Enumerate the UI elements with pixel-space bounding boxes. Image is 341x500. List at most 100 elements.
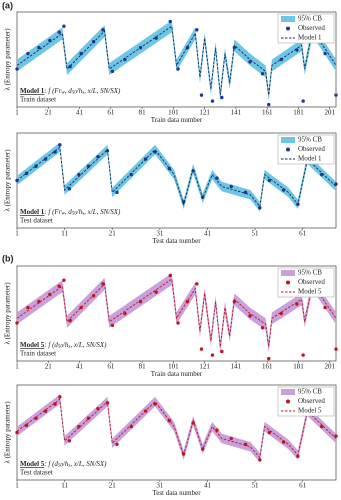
observed-point: [86, 416, 91, 420]
observed-point: [229, 184, 233, 189]
x-axis-title: Test data number: [152, 489, 201, 497]
x-tick-label: 161: [262, 363, 273, 371]
observed-point: [296, 454, 300, 458]
x-tick-label: 121: [199, 109, 210, 117]
observed-point: [37, 299, 41, 304]
legend-label: Model 5: [298, 288, 322, 296]
observed-point: [43, 409, 48, 413]
x-tick-label: 1: [15, 363, 19, 371]
observed-point: [110, 323, 115, 328]
observed-point: [267, 102, 271, 107]
x-tick-label: 81: [139, 109, 147, 117]
observed-point: [34, 416, 38, 420]
observed-point: [57, 30, 61, 34]
formula-part: , x/L, SN/SX): [84, 208, 121, 216]
formula-part: , x/L, SN/SX): [70, 341, 107, 349]
observed-point: [334, 347, 338, 351]
confidence-band: [17, 273, 336, 353]
observed-point: [267, 356, 271, 361]
observed-point: [110, 69, 115, 74]
y-axis-title: λ (Entropy parameter): [4, 401, 12, 464]
x-tick-label: 101: [168, 363, 179, 371]
formula-part: /h: [76, 87, 83, 95]
observed-point: [220, 95, 224, 100]
model-annotation: Model 1: f (Frw, d50/hs, x/L, SN/SX): [20, 87, 121, 96]
formula-part: 50: [72, 91, 78, 96]
x-tick-label: 201: [324, 363, 335, 371]
model-name: Model 5: [20, 341, 45, 349]
observed-point: [195, 28, 199, 32]
observed-point: [334, 182, 338, 186]
observed-point: [334, 434, 338, 438]
x-tick-label: 1: [15, 482, 19, 490]
observed-point: [43, 157, 48, 161]
legend-swatch: [281, 137, 295, 143]
formula-part: s: [68, 464, 70, 469]
y-axis-title: λ (Entropy parameter): [4, 282, 12, 345]
x-tick-label: 61: [299, 230, 307, 238]
observed-point: [258, 458, 262, 462]
x-axis-title: Train data number: [151, 370, 203, 378]
observed-point: [15, 67, 19, 71]
dataset-label: Test dataset: [20, 469, 53, 477]
formula-part: , x/L, SN/SX): [84, 87, 121, 95]
observed-point: [115, 190, 119, 195]
observed-point: [176, 321, 180, 325]
observed-point: [168, 273, 172, 278]
observed-point: [176, 67, 180, 71]
observed-point: [67, 187, 72, 191]
observed-point: [232, 299, 237, 304]
x-tick-label: 41: [204, 230, 212, 238]
formula-part: w: [61, 91, 65, 96]
observed-point: [86, 164, 91, 168]
observed-point: [77, 424, 81, 429]
x-tick-label: 11: [61, 230, 68, 238]
observed-point: [37, 45, 41, 50]
observed-point: [58, 395, 62, 399]
observed-point: [199, 347, 204, 351]
formula-part: 50: [72, 212, 78, 217]
observed-point: [62, 278, 66, 282]
observed-point: [267, 178, 272, 183]
formula-part: /h: [62, 341, 69, 349]
formula-part: s: [82, 91, 84, 96]
x-tick-label: 21: [45, 363, 53, 371]
observed-point: [53, 402, 57, 406]
x-axis-title: Train data number: [151, 116, 203, 124]
x-tick-label: 181: [293, 363, 304, 371]
legend-swatch: [286, 26, 290, 31]
x-tick-label: 31: [156, 482, 164, 490]
observed-point: [210, 353, 215, 357]
model-annotation: Model 5: f (d50/hs, x/L, SN/SX): [20, 341, 107, 350]
model-line: [16, 278, 337, 347]
observed-point: [24, 423, 29, 428]
x-tick-label: 141: [231, 363, 242, 371]
legend-label: Model 5: [298, 407, 322, 415]
legend-swatch: [281, 16, 295, 22]
formula-part: , d: [65, 208, 73, 216]
model-line: [16, 146, 337, 208]
dataset-label: Train dataset: [20, 350, 56, 358]
x-axis-title: Test data number: [152, 237, 201, 245]
x-tick-label: 141: [231, 109, 242, 117]
legend-swatch: [286, 399, 290, 404]
observed-point: [210, 99, 215, 103]
x-tick-label: 41: [76, 363, 84, 371]
observed-point: [91, 293, 96, 298]
confidence-band: [17, 20, 336, 102]
observed-point: [101, 28, 105, 32]
dataset-label: Train dataset: [20, 96, 56, 104]
observed-point: [68, 318, 72, 323]
formula-part: /h: [76, 208, 83, 216]
formula-part: 50: [58, 464, 64, 469]
legend-label: 95% CB: [298, 136, 322, 144]
observed-point: [62, 24, 66, 28]
x-tick-label: 21: [45, 109, 53, 117]
observed-point: [57, 284, 61, 288]
observed-point: [279, 311, 283, 316]
formula-part: /h: [62, 460, 69, 468]
observed-point: [168, 19, 172, 24]
y-axis-title: λ (Entropy parameter): [4, 28, 12, 91]
